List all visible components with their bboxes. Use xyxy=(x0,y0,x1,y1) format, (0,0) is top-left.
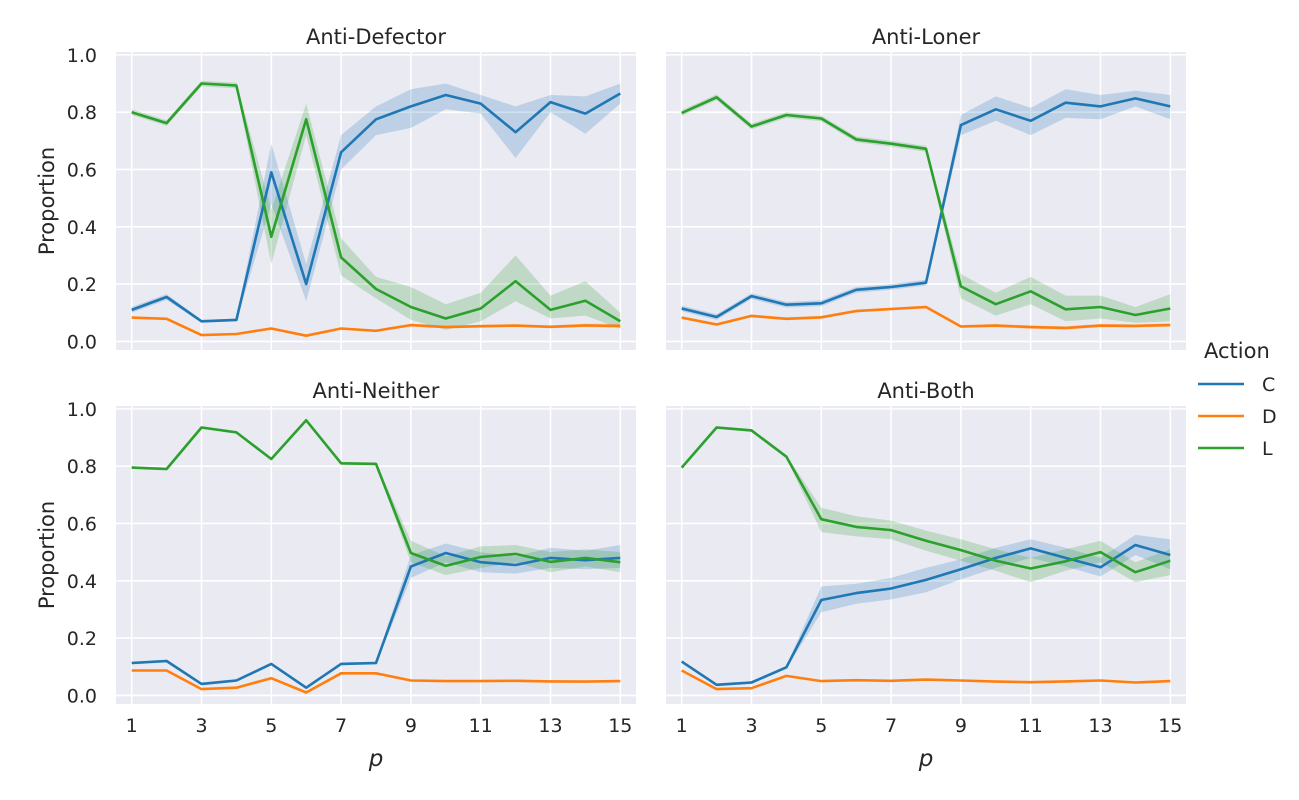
y-tick-label: 0.6 xyxy=(67,159,97,181)
legend-entry-L: L xyxy=(1198,438,1273,460)
x-tick-label: 5 xyxy=(815,715,827,737)
legend-label: L xyxy=(1262,438,1273,460)
band-L xyxy=(681,426,1171,583)
y-tick-label: 1.0 xyxy=(67,399,97,421)
x-tick-label: 3 xyxy=(745,715,757,737)
panel-title: Anti-Loner xyxy=(872,25,981,49)
x-tick-label: 5 xyxy=(265,715,277,737)
x-tick-label: 15 xyxy=(1158,715,1182,737)
panel-2: Anti-Loner xyxy=(666,25,1186,350)
legend-entry-D: D xyxy=(1198,406,1277,428)
series-line-C xyxy=(681,97,1171,319)
band-C xyxy=(681,534,1171,687)
series-line-L xyxy=(131,82,621,323)
y-tick-label: 0.2 xyxy=(67,274,97,296)
series-line-C xyxy=(680,543,1171,687)
y-axis-label: Proportion xyxy=(35,501,59,609)
y-tick-label: 0.6 xyxy=(67,513,97,535)
x-tick-label: 1 xyxy=(676,715,688,737)
y-tick-label: 0.8 xyxy=(67,102,97,124)
plot-area xyxy=(116,406,636,704)
y-tick-label: 0.4 xyxy=(67,571,97,593)
plot-area xyxy=(666,52,1186,350)
legend-label: D xyxy=(1262,406,1277,428)
plot-area xyxy=(666,406,1186,704)
panel-title: Anti-Defector xyxy=(306,25,446,49)
legend: Action CDL xyxy=(1198,339,1277,460)
y-tick-label: 0.2 xyxy=(67,628,97,650)
x-tick-label: 11 xyxy=(1019,715,1043,737)
x-tick-label: 7 xyxy=(885,715,897,737)
x-tick-label: 9 xyxy=(955,715,967,737)
panel-1: Anti-Defector 0.0 0.2 0.4 0.6 0.8 1.0 Proportio… xyxy=(35,25,636,353)
x-tick-label: 7 xyxy=(335,715,347,737)
panels-layer: Anti-Defector 0.0 0.2 0.4 0.6 0.8 1.0 Proportio… xyxy=(35,25,1186,772)
y-axis-label: Proportion xyxy=(35,147,59,255)
legend-label: C xyxy=(1262,374,1275,396)
y-tick-label: 1.0 xyxy=(67,45,97,67)
series-line-D xyxy=(681,669,1171,691)
x-axis-label: p xyxy=(368,746,384,772)
x-tick-label: 15 xyxy=(608,715,632,737)
y-tick-label: 0.0 xyxy=(67,331,97,353)
x-tick-label: 11 xyxy=(469,715,493,737)
legend-entries: CDL xyxy=(1198,374,1277,460)
series-line-D xyxy=(131,316,621,338)
x-tick-label: 13 xyxy=(538,715,562,737)
series-line-L xyxy=(681,96,1171,317)
legend-entry-C: C xyxy=(1198,374,1275,396)
x-tick-label: 1 xyxy=(126,715,138,737)
y-tick-label: 0.8 xyxy=(67,456,97,478)
panel-title: Anti-Both xyxy=(877,379,974,403)
x-tick-label: 13 xyxy=(1088,715,1112,737)
series-line-C xyxy=(131,92,621,323)
y-tick-label: 0.4 xyxy=(67,217,97,239)
x-tick-label: 3 xyxy=(195,715,207,737)
series-line-L xyxy=(131,418,621,568)
panel-3: Anti-Neither 0.0 0.2 0.4 0.6 0.8 1.0 Proportion… xyxy=(35,379,636,772)
x-tick-label: 9 xyxy=(405,715,417,737)
band-C xyxy=(131,83,621,323)
series-line-D xyxy=(681,305,1171,330)
x-axis-label: p xyxy=(918,746,934,772)
panel-title: Anti-Neither xyxy=(313,379,440,403)
y-tick-label: 0.0 xyxy=(67,685,97,707)
series-line-D xyxy=(131,669,621,694)
series-line-L xyxy=(680,426,1171,574)
legend-title: Action xyxy=(1204,339,1270,363)
